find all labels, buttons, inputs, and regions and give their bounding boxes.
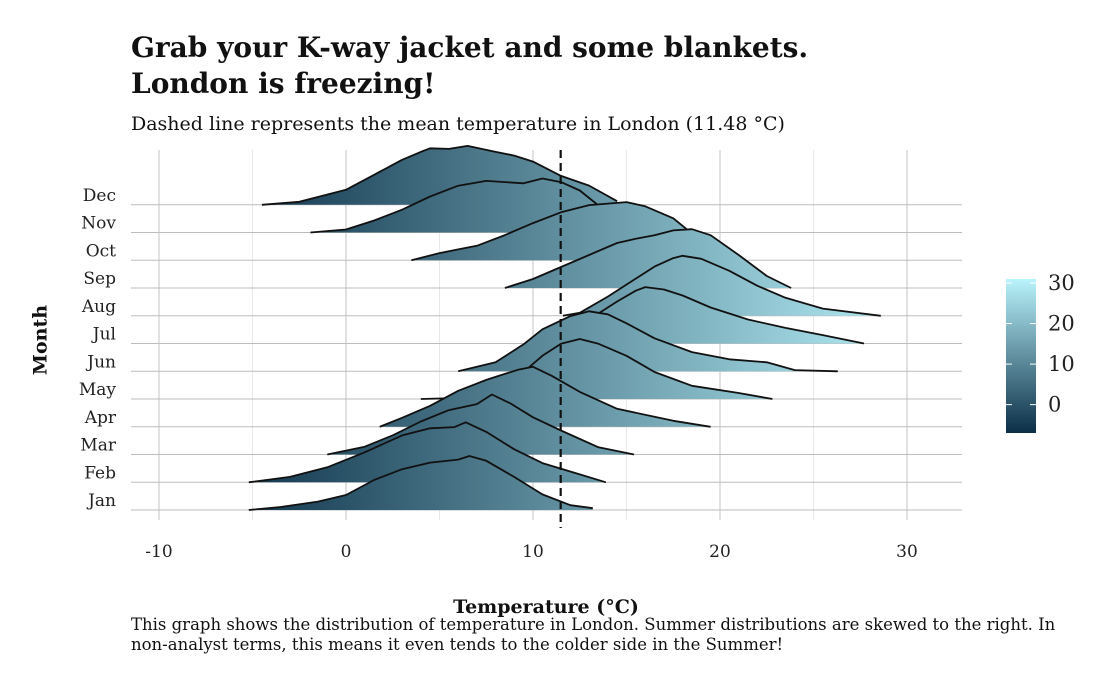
x-tick-label: -10 [145,542,172,562]
legend-label: 0 [1048,393,1061,417]
ridge-outline-jan [248,455,593,511]
y-tick-label: Nov [81,214,116,234]
y-tick-label: Oct [86,241,116,261]
ridge-outline-jun [457,310,838,373]
y-tick-label: Sep [83,269,116,289]
x-tick-label: 30 [896,542,918,562]
y-tick-label: Apr [84,408,117,428]
legend-label: 20 [1048,312,1075,336]
y-tick-label: Dec [83,186,116,206]
y-tick-label: May [79,380,117,400]
y-tick-label: Aug [81,297,116,317]
chart-title-line-1: Grab your K-way jacket and some blankets… [131,31,809,64]
legend-label: 10 [1048,352,1075,376]
chart-caption: This graph shows the distribution of tem… [131,615,1056,654]
legend-color-bar [1006,279,1036,433]
x-tick-label: 10 [522,542,544,562]
y-tick-label: Jul [91,325,116,345]
y-tick-label: Jan [86,491,116,511]
ridge-outline-apr [379,365,711,428]
y-tick-label: Mar [80,436,117,456]
chart-subtitle: Dashed line represents the mean temperat… [131,113,785,135]
ridge-outline-aug [562,254,881,317]
ridge-outline-nov [310,177,637,234]
x-axis-title: Temperature (°C) [453,596,639,618]
y-tick-label: Jun [85,352,116,372]
chart-title: Grab your K-way jacket and some blankets… [131,30,1031,102]
ridge-feb [248,421,607,484]
ridge-outline-mar [327,393,635,456]
y-tick-label: Feb [84,463,116,483]
color-legend: 0 10 20 30 [1006,271,1075,433]
legend-label: 30 [1048,271,1075,295]
y-tick-labels: Jan Feb Mar Apr May Jun Jul Aug Sep Oct Nov Dec [79,186,117,511]
chart-title-line-2: London is freezing! [131,67,436,100]
y-axis-title: Month [30,305,52,375]
ridge-outline-dec [261,145,618,206]
ridge-outline-feb [248,421,607,484]
x-tick-labels: -10 0 10 20 30 [145,542,918,562]
ridges [248,145,881,511]
ridge-jan [248,455,593,511]
x-tick-label: 0 [341,542,352,562]
x-tick-label: 20 [709,542,731,562]
ridge-fill-feb [248,422,606,483]
ridge-fill-jan [248,456,593,510]
